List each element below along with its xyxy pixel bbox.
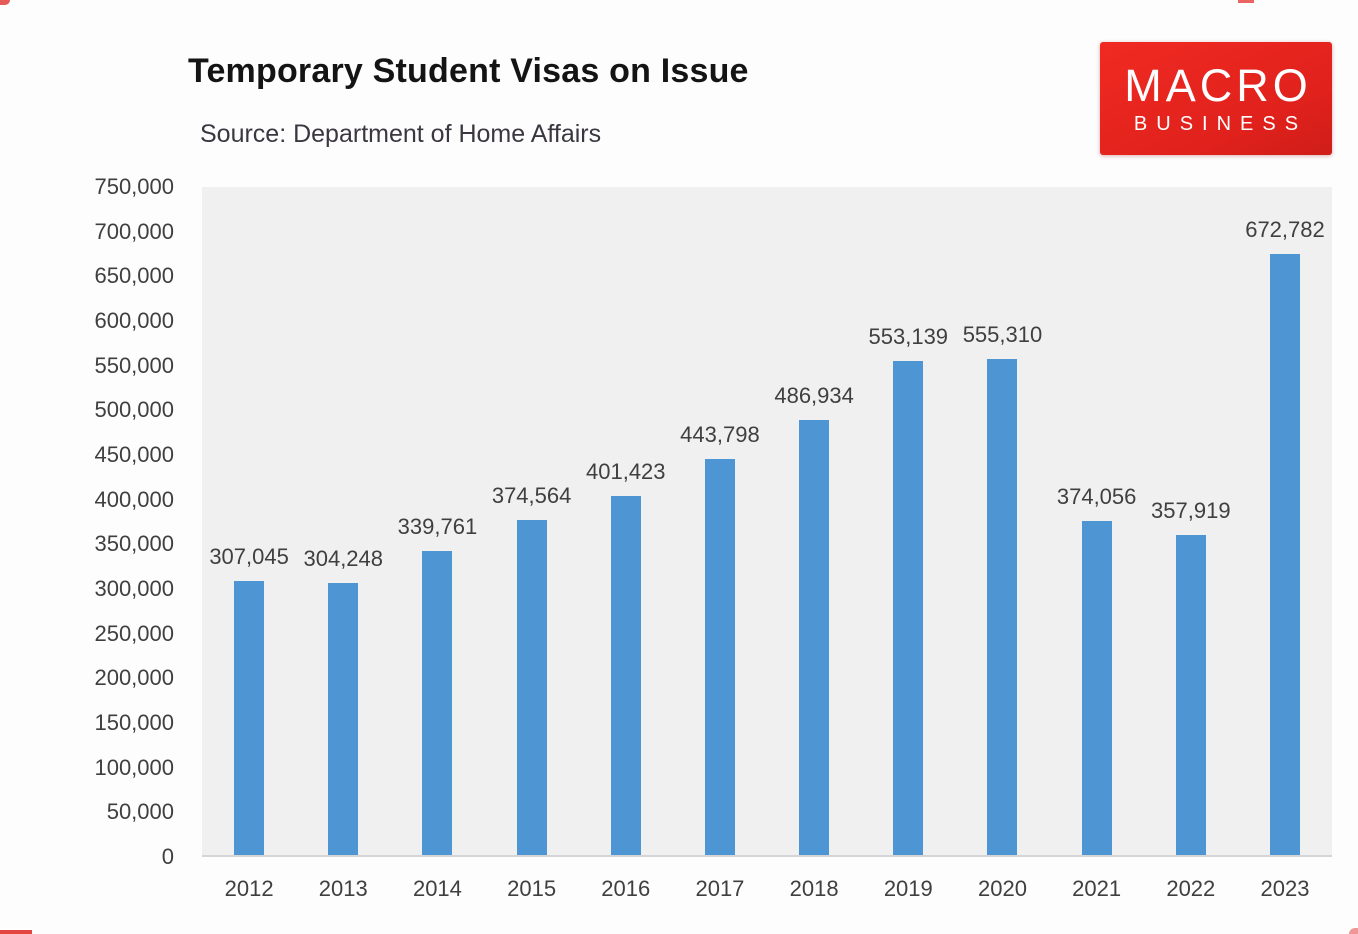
bar-group-2014: 339,761 (390, 187, 484, 855)
red-edge-artifact-top-left (0, 0, 10, 5)
y-tick-label: 200,000 (94, 665, 174, 691)
y-tick-label: 350,000 (94, 531, 174, 557)
chart-bar-2018 (799, 420, 830, 855)
x-tick-label: 2023 (1260, 876, 1310, 901)
bar-value-label: 553,139 (868, 324, 949, 349)
chart-bar-2022 (1175, 535, 1206, 855)
bar-group-2022: 357,919 (1144, 187, 1238, 855)
bar-group-2020: 555,310 (955, 187, 1049, 855)
bar-value-label: 374,056 (1056, 484, 1137, 509)
bar-value-label: 401,423 (586, 459, 666, 484)
red-edge-artifact-bottom-right (1349, 928, 1358, 934)
y-axis: 750,000 700,000 650,000 600,000 550,000 500,0… (0, 174, 174, 869)
macrobusiness-logo: MACRO BUSINESS (1100, 42, 1332, 155)
bar-group-2017: 443,798 (673, 187, 767, 855)
y-tick-label: 650,000 (94, 263, 174, 289)
x-tick-label: 2019 (883, 876, 933, 901)
x-tick-label: 2016 (601, 876, 651, 901)
y-tick-label: 700,000 (94, 218, 174, 244)
y-tick-label: 550,000 (94, 352, 174, 378)
x-tick-label: 2020 (977, 876, 1027, 901)
bar-value-label: 374,564 (491, 483, 572, 508)
y-tick-label: 500,000 (94, 397, 174, 423)
bar-group-2023: 672,782 (1238, 187, 1332, 855)
bar-value-label: 307,045 (209, 544, 289, 569)
y-tick-label: 450,000 (94, 442, 174, 467)
chart-bar-2021 (1081, 521, 1112, 855)
bar-group-2013: 304,248 (296, 187, 390, 855)
logo-text-business: BUSINESS (1133, 113, 1308, 135)
y-tick-label: 100,000 (94, 754, 174, 780)
red-edge-artifact-top-right (1238, 0, 1254, 3)
bar-group-2016: 401,423 (579, 187, 673, 855)
bar-value-label: 304,248 (303, 546, 384, 571)
y-tick-label: 250,000 (94, 620, 174, 646)
y-tick-label: 0 (161, 844, 174, 869)
plot-area: 307,045 304,248 339,761 374,564 401,423 443,7… (202, 187, 1332, 857)
bar-value-label: 357,919 (1151, 498, 1231, 523)
x-tick-label: 2022 (1166, 876, 1216, 901)
chart-bar-2023 (1269, 254, 1300, 855)
x-tick-label: 2018 (789, 876, 839, 901)
x-tick-label: 2015 (507, 876, 557, 901)
bar-group-2019: 553,139 (861, 187, 955, 855)
logo-text-macro: MACRO (1124, 60, 1312, 111)
red-edge-artifact-bottom-left (0, 930, 32, 934)
bar-value-label: 486,934 (774, 383, 854, 408)
y-tick-label: 50,000 (106, 799, 174, 825)
y-tick-label: 400,000 (94, 486, 174, 512)
x-tick-label: 2014 (412, 876, 462, 901)
chart-bar-2020 (987, 359, 1018, 855)
x-tick-label: 2017 (695, 876, 745, 901)
x-axis: 2012 2013 2014 2015 2016 2017 2018 2019 2020 2021… (202, 876, 1332, 902)
chart-bar-2016 (610, 496, 641, 855)
x-tick-label: 2021 (1072, 876, 1122, 901)
bar-group-2021: 374,056 (1050, 187, 1144, 855)
chart-bar-2015 (516, 520, 547, 855)
bar-group-2018: 486,934 (767, 187, 861, 855)
bar-value-label: 443,798 (680, 422, 760, 447)
bar-value-label: 339,761 (397, 514, 478, 539)
x-tick-label: 2012 (224, 876, 274, 901)
bar-value-label: 555,310 (962, 322, 1043, 347)
bar-group-2012: 307,045 (202, 187, 296, 855)
y-tick-label: 600,000 (94, 308, 174, 333)
chart-source: Source: Department of Home Affairs (200, 120, 602, 148)
bar-group-2015: 374,564 (485, 187, 579, 855)
x-tick-label: 2013 (318, 876, 368, 901)
chart-bar-2019 (893, 361, 924, 855)
chart-bar-2012 (234, 581, 265, 855)
y-tick-label: 750,000 (94, 174, 174, 199)
chart-bar-2014 (422, 551, 453, 855)
y-tick-label: 150,000 (94, 710, 174, 735)
chart-title: Temporary Student Visas on Issue (188, 52, 749, 90)
chart-bar-2013 (328, 583, 359, 855)
bar-value-label: 672,782 (1245, 217, 1325, 242)
y-tick-label: 300,000 (94, 576, 174, 601)
chart-bar-2017 (704, 459, 735, 855)
